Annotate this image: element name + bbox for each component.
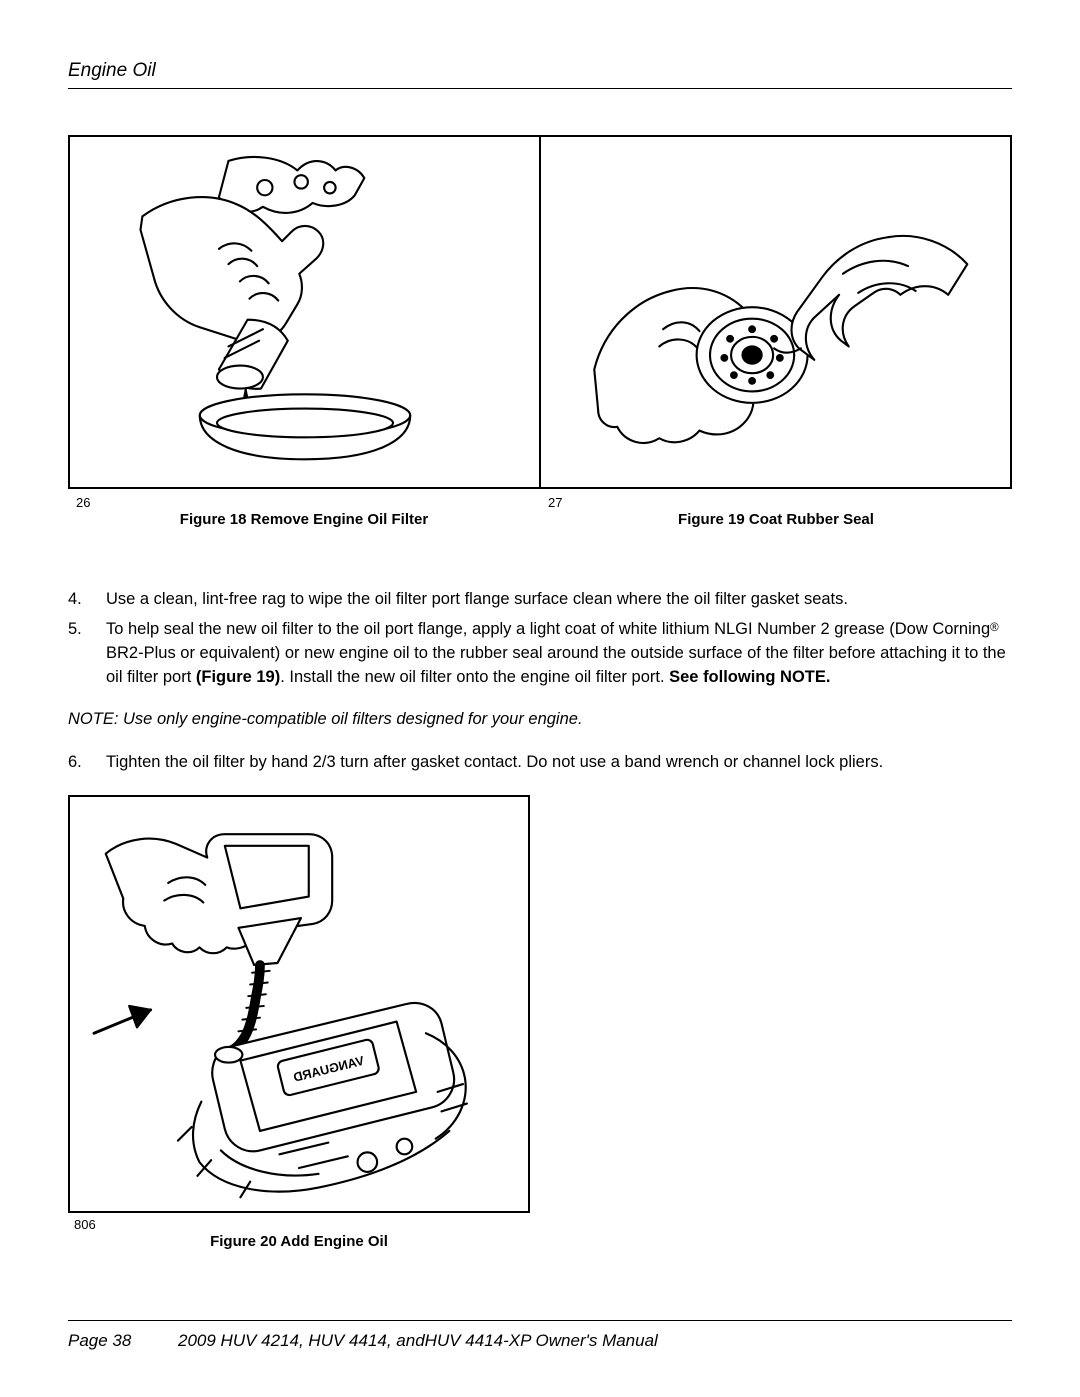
step-6-text: Tighten the oil filter by hand 2/3 turn …	[106, 751, 1012, 775]
step-5-num: 5.	[68, 618, 106, 690]
figure-caption-row-top: 26 Figure 18 Remove Engine Oil Filter 27…	[68, 495, 1012, 528]
step-5-figref: (Figure 19)	[196, 668, 280, 686]
figure-19-caption: Figure 19 Coat Rubber Seal	[540, 495, 1012, 528]
figure-20-caption: Figure 20 Add Engine Oil	[68, 1217, 530, 1250]
step-5-pre: To help seal the new oil filter to the o…	[106, 620, 990, 638]
step-5-seenote: See following NOTE.	[669, 668, 830, 686]
figure-18-image	[70, 137, 541, 487]
figure-20-caption-row: 806 Figure 20 Add Engine Oil	[68, 1217, 530, 1250]
step-4-text: Use a clean, lint-free rag to wipe the o…	[106, 588, 1012, 612]
instruction-list-a: 4. Use a clean, lint-free rag to wipe th…	[68, 588, 1012, 690]
figure-18-caption: Figure 18 Remove Engine Oil Filter	[68, 495, 540, 528]
figure-19-caption-block: 27 Figure 19 Coat Rubber Seal	[540, 495, 1012, 528]
add-oil-illustration: VANGUARD	[74, 799, 524, 1209]
figure-18-ref: 26	[76, 495, 90, 510]
section-title: Engine Oil	[68, 60, 1012, 82]
figure-20-block: VANGUARD 806 Figure 20 Add Engine Oil	[68, 795, 1012, 1250]
figure-19-image	[541, 137, 1010, 487]
step-6-num: 6.	[68, 751, 106, 775]
note-label: NOTE:	[68, 710, 118, 728]
remove-filter-illustration	[85, 147, 525, 477]
footer-page: Page 38	[68, 1331, 178, 1351]
step-6: 6. Tighten the oil filter by hand 2/3 tu…	[68, 751, 1012, 775]
note-line: NOTE: Use only engine-compatible oil fil…	[68, 710, 1012, 729]
step-5-text: To help seal the new oil filter to the o…	[106, 618, 1012, 690]
figure-20-ref: 806	[74, 1217, 96, 1232]
step-5-tail: . Install the new oil filter onto the en…	[280, 668, 669, 686]
step-5: 5. To help seal the new oil filter to th…	[68, 618, 1012, 690]
step-4-num: 4.	[68, 588, 106, 612]
coat-seal-illustration	[556, 147, 996, 477]
figure-18-caption-block: 26 Figure 18 Remove Engine Oil Filter	[68, 495, 540, 528]
figure-row-top	[68, 135, 1012, 489]
figure-19-ref: 27	[548, 495, 562, 510]
footer-manual: 2009 HUV 4214, HUV 4414, andHUV 4414-XP …	[178, 1331, 658, 1351]
figure-20-image: VANGUARD	[68, 795, 530, 1213]
note-body: Use only engine-compatible oil filters d…	[123, 710, 583, 728]
page-header: Engine Oil	[68, 60, 1012, 89]
instruction-list-b: 6. Tighten the oil filter by hand 2/3 tu…	[68, 751, 1012, 775]
page-footer: Page 38 2009 HUV 4214, HUV 4414, andHUV …	[68, 1320, 1012, 1351]
registered-icon: ®	[990, 622, 999, 634]
step-4: 4. Use a clean, lint-free rag to wipe th…	[68, 588, 1012, 612]
